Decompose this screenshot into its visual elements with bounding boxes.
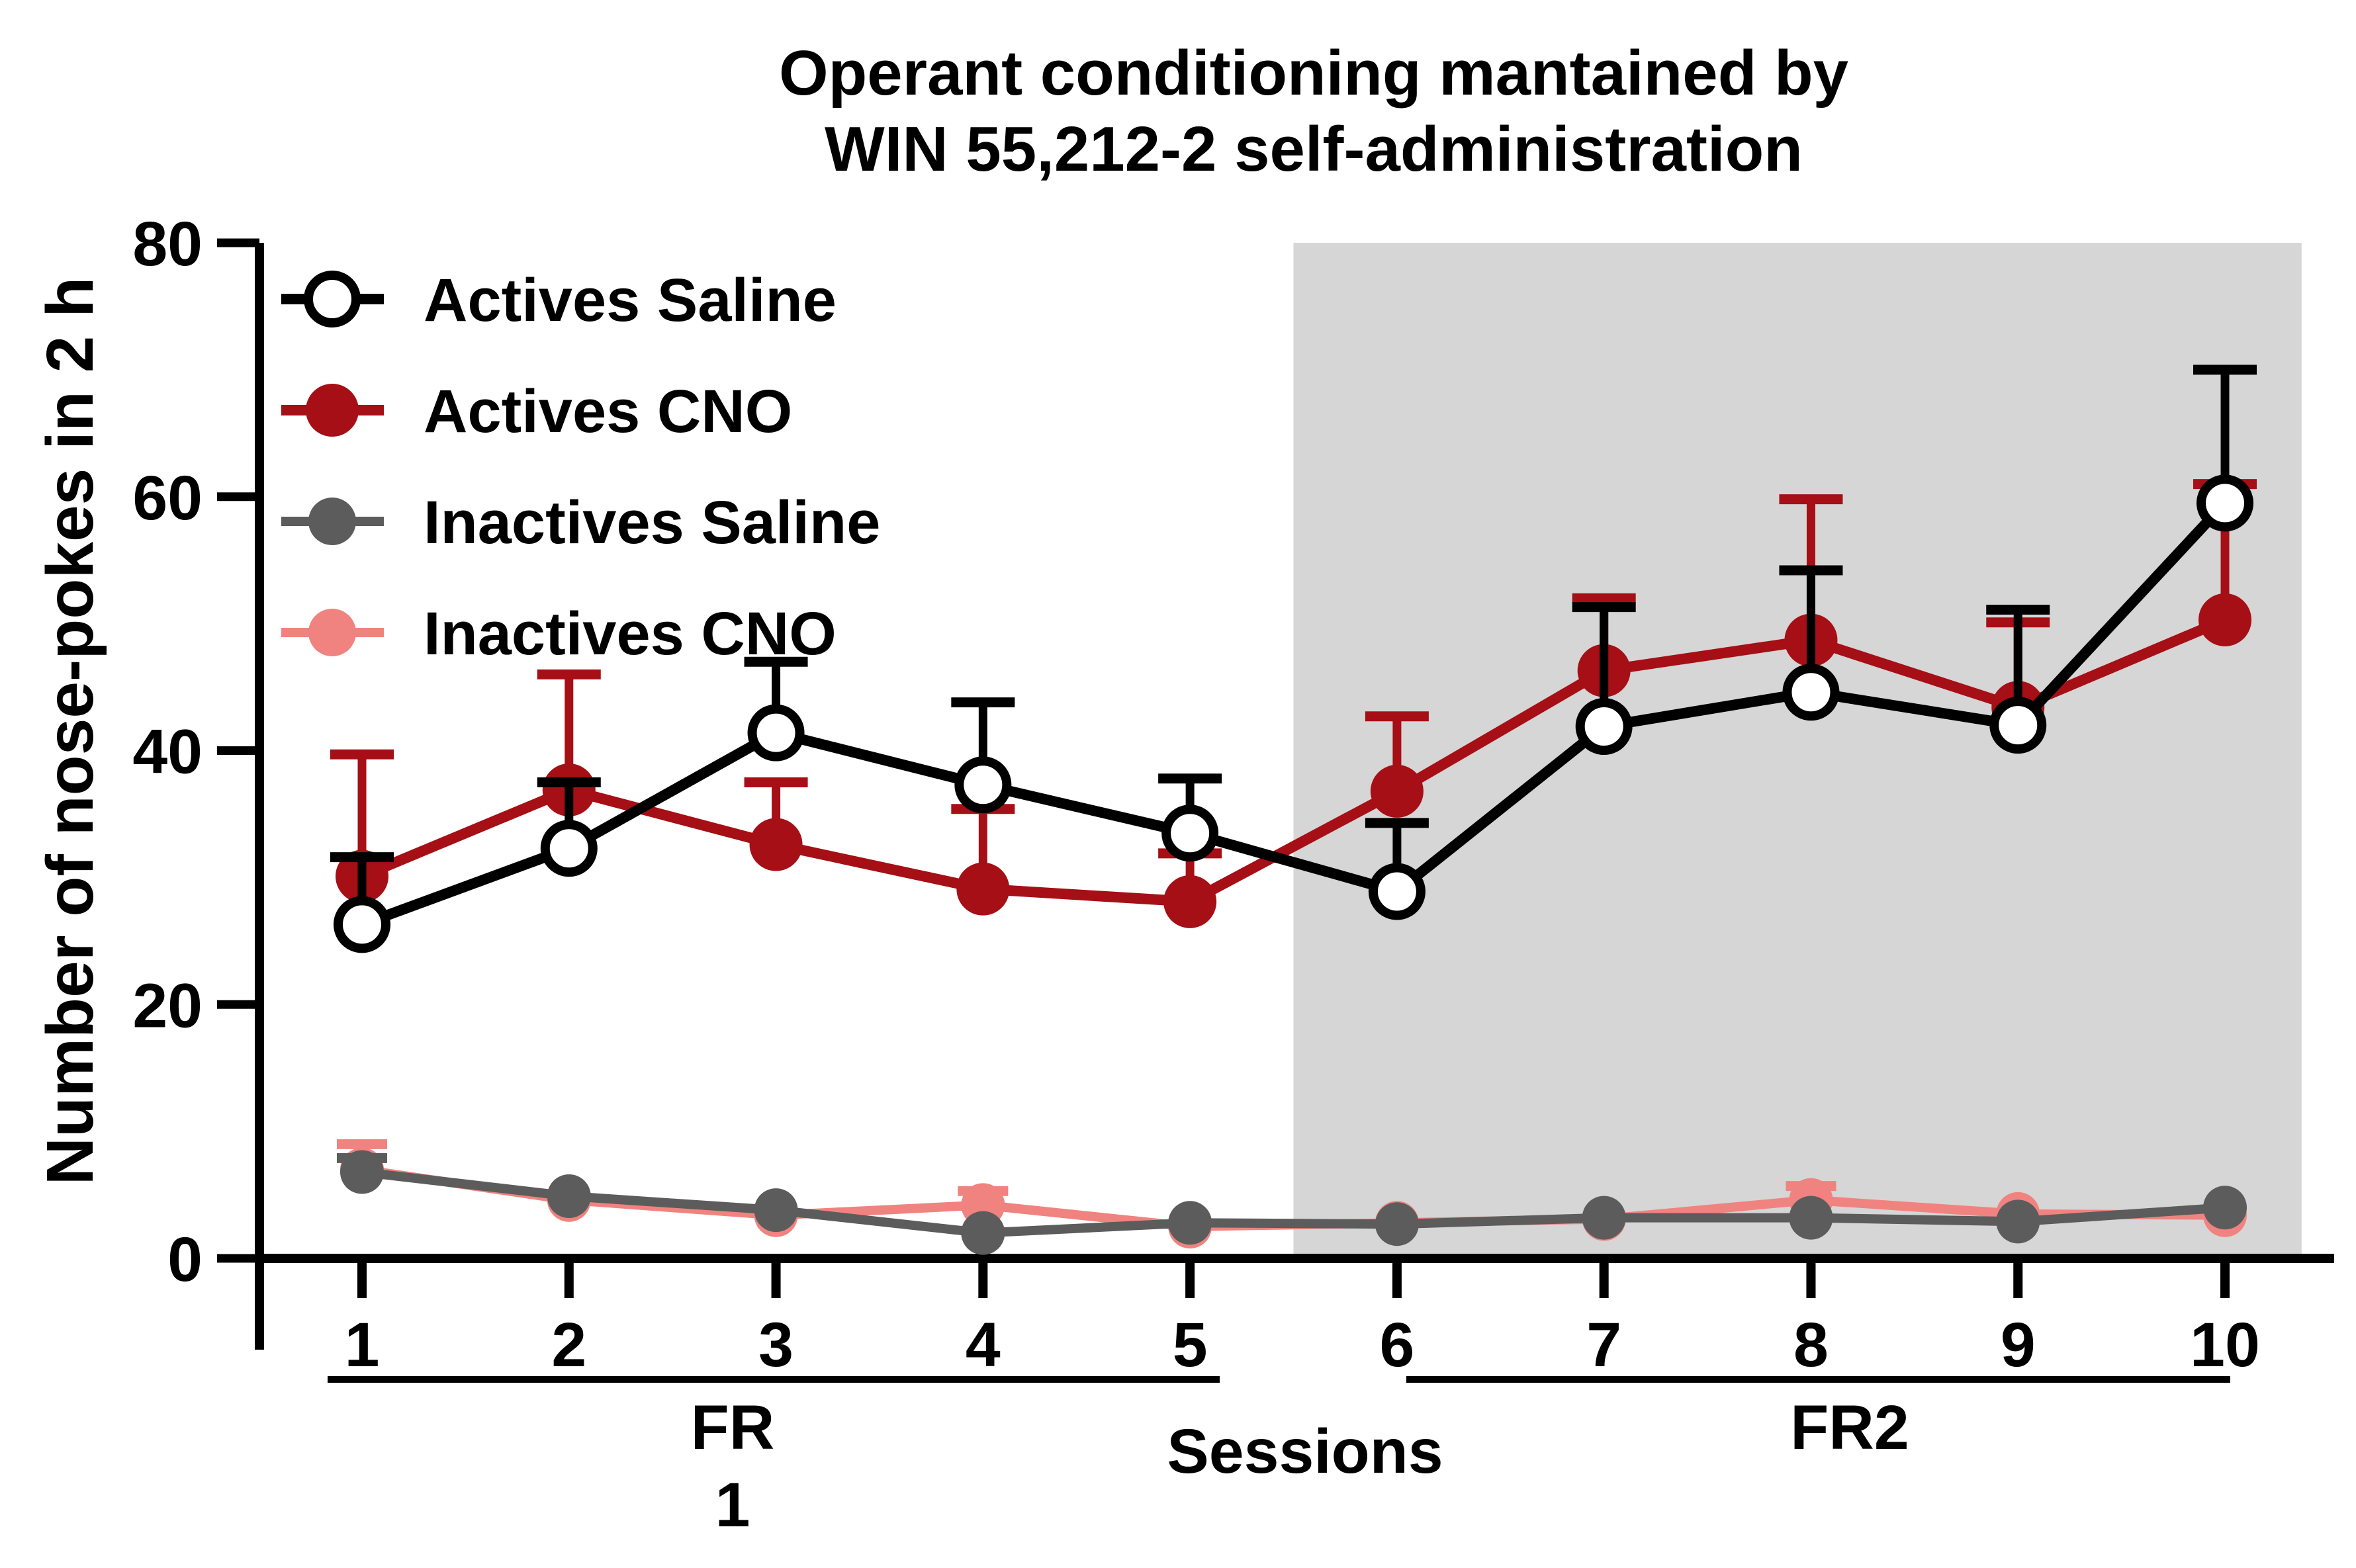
x-tick-label-9: 9 (2001, 1310, 2036, 1380)
data-point-actives-saline-s7 (1575, 698, 1633, 756)
data-point-actives-saline-s4 (954, 756, 1012, 814)
x-tick-label-6: 6 (1379, 1310, 1414, 1380)
data-point-actives-saline-s5 (1161, 805, 1219, 862)
data-point-actives-saline-s8 (1782, 664, 1840, 721)
x-tick-label-8: 8 (1793, 1310, 1829, 1380)
chart-title-line2: WIN 55,212-2 self-administration (825, 114, 1803, 185)
x-tick-label-1: 1 (345, 1310, 380, 1380)
x-tick-label-10: 10 (2190, 1310, 2260, 1380)
legend-marker-inactives-saline-icon (308, 498, 356, 545)
chart-title-line1: Operant conditioning mantained by (779, 38, 1848, 109)
legend-marker-actives-cno-icon (306, 384, 359, 437)
fr1-label-line2: 1 (715, 1470, 750, 1540)
x-tick-label-3: 3 (758, 1310, 793, 1380)
data-point-actives-saline-s2 (540, 820, 598, 877)
data-point-actives-saline-s9 (1989, 697, 2047, 754)
data-point-actives-cno-s10 (2198, 593, 2252, 646)
data-point-inactives-saline-s1 (340, 1150, 384, 1194)
data-point-inactives-saline-s10 (2203, 1186, 2247, 1230)
y-axis-label: Number of nose-pokes in 2 h (33, 277, 107, 1185)
data-point-inactives-saline-s2 (547, 1174, 591, 1218)
fr2-shaded-region (1293, 243, 2302, 1263)
legend-item-actives-saline: Actives Saline (281, 267, 837, 334)
data-point-actives-cno-s4 (956, 862, 1010, 916)
line-actives-cno (359, 615, 2228, 907)
y-tick-label-20: 20 (132, 971, 203, 1041)
legend-item-inactives-saline: Inactives Saline (281, 489, 880, 556)
data-point-actives-saline-s3 (747, 704, 805, 762)
legend-label-actives-saline: Actives Saline (424, 267, 837, 334)
legend-marker-inactives-cno-icon (308, 609, 356, 656)
legend-item-actives-cno: Actives CNO (281, 378, 792, 445)
fr1-label-line1: FR (691, 1393, 775, 1463)
data-point-actives-saline-s10 (2197, 474, 2254, 532)
series-inactives-saline (337, 1150, 2247, 1255)
legend-label-actives-cno: Actives CNO (424, 378, 792, 445)
x-axis-label: Sessions (1167, 1416, 1443, 1487)
data-point-inactives-saline-s3 (754, 1188, 798, 1233)
data-point-actives-cno-s6 (1370, 764, 1424, 818)
data-point-inactives-saline-s7 (1582, 1196, 1626, 1240)
y-tick-label-60: 60 (132, 463, 203, 533)
y-tick-label-0: 0 (167, 1225, 203, 1295)
legend-marker-actives-saline-icon (304, 271, 361, 327)
series-actives-saline (330, 365, 2257, 953)
data-point-inactives-saline-s9 (1996, 1199, 2040, 1244)
x-tick-label-4: 4 (966, 1310, 1001, 1380)
x-tick-label-7: 7 (1586, 1310, 1621, 1380)
data-point-actives-cno-s5 (1163, 875, 1217, 928)
x-tick-label-5: 5 (1173, 1310, 1208, 1380)
legend-item-inactives-cno: Inactives CNO (281, 600, 837, 668)
data-point-actives-cno-s3 (749, 818, 803, 871)
data-point-actives-saline-s1 (334, 896, 390, 953)
fr2-label: FR2 (1790, 1393, 1909, 1463)
y-tick-label-80: 80 (132, 209, 203, 279)
data-point-inactives-saline-s5 (1168, 1201, 1212, 1245)
data-point-inactives-saline-s6 (1375, 1202, 1419, 1246)
line-actives-saline (360, 499, 2229, 930)
data-point-actives-saline-s6 (1368, 863, 1426, 920)
data-point-inactives-saline-s4 (961, 1211, 1005, 1255)
data-point-inactives-saline-s8 (1789, 1196, 1833, 1240)
legend-label-inactives-saline: Inactives Saline (424, 489, 880, 556)
legend-label-inactives-cno: Inactives CNO (424, 600, 837, 668)
x-tick-label-2: 2 (551, 1310, 586, 1380)
line-inactives-saline (361, 1167, 2226, 1238)
y-tick-label-40: 40 (132, 717, 203, 787)
